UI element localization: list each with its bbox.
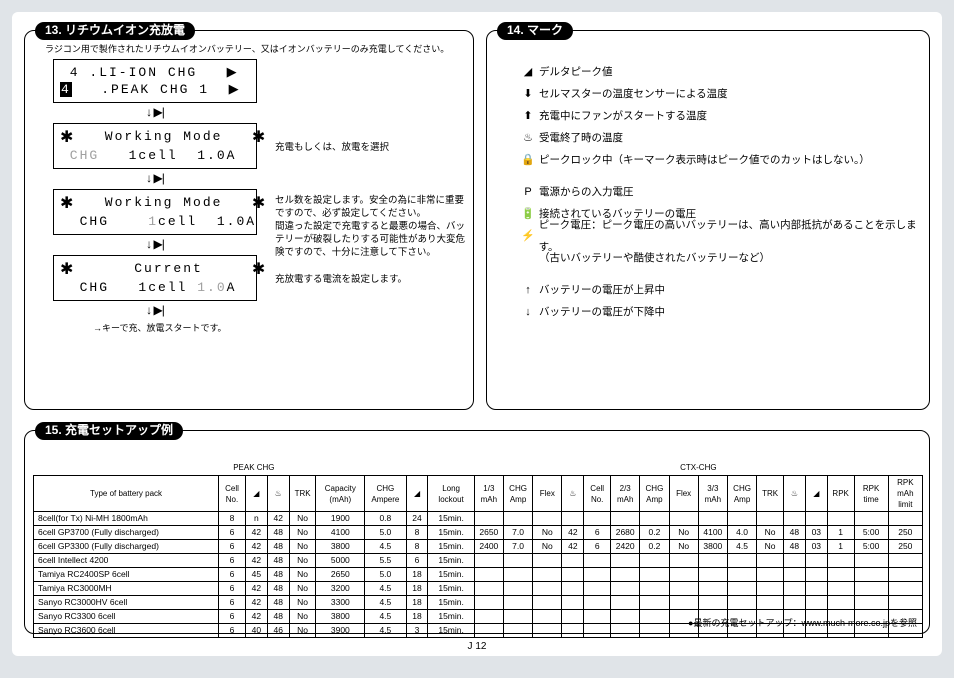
mark-row: ↑バッテリーの電圧が上昇中 [517, 279, 929, 301]
arrow-1: ↓ ▶| [53, 105, 257, 119]
mark-row: P電源からの入力電圧 [517, 181, 929, 203]
note-column: 充電もしくは、放電を選択 セル数を設定します。安全の為に非常に重要ですので、必ず… [275, 59, 465, 294]
table-row: 6cell GP3700 (Fully discharged)64248No41… [34, 526, 923, 540]
table-header: CHGAmpere [365, 476, 406, 512]
mark-icon: ⚡ [517, 225, 539, 247]
page: 13. リチウムイオン充放電 ラジコン用で製作されたリチウムイオンバッテリー、又… [12, 12, 942, 656]
table-row: 6cell Intellect 420064248No50005.5615min… [34, 554, 923, 568]
table-header: ◢ [805, 476, 827, 512]
table-row: 8cell(for Tx) Ni-MH 1800mAh8n42No19000.8… [34, 512, 923, 526]
mark-icon: 🔒 [517, 149, 539, 171]
mark-icon: P [517, 181, 539, 203]
panel-lithium: 13. リチウムイオン充放電 ラジコン用で製作されたリチウムイオンバッテリー、又… [24, 30, 474, 410]
mark-text: 充電中にファンがスタートする温度 [539, 105, 707, 127]
page-number: J 12 [12, 641, 942, 652]
table-row: Tamiya RC2400SP 6cell64548No26505.01815m… [34, 568, 923, 582]
mark-icon: 🔋 [517, 203, 539, 225]
mark-row: ⚡ピーク電圧：ピーク電圧の高いバッテリーは、高い内部抵抗があることを示します。 [517, 225, 929, 247]
lcd-step1: 4 .LI-ION CHG ▶ 4 .PEAK CHG 1 ▶ [53, 59, 257, 103]
mark-row: ♨受電終了時の温度 [517, 127, 929, 149]
table-header: Flex [533, 476, 562, 512]
mark-row: ◢デルタピーク値 [517, 61, 929, 83]
panel13-topnote: ラジコン用で製作されたリチウムイオンバッテリー、又はイオンバッテリーのみ充電して… [45, 42, 449, 55]
table-header: ♨ [562, 476, 584, 512]
mark-text: （古いバッテリーや酷使されたバッテリーなど） [539, 247, 770, 269]
table-header: ♨ [783, 476, 805, 512]
table-header: Capacity(mAh) [316, 476, 365, 512]
mark-row: 🔒ピークロック中（キーマーク表示時はピーク値でのカットはしない。） [517, 149, 929, 171]
flow-column: 4 .LI-ION CHG ▶ 4 .PEAK CHG 1 ▶ ↓ ▶| ✱ W… [53, 59, 257, 334]
arrow-4: ↓ ▶| [53, 303, 257, 317]
panel14-tab: 14. マーク [497, 22, 573, 40]
flow-bottomnote: →キーで充、放電スタートです。 [53, 321, 257, 334]
panel-setup: 15. 充電セットアップ例 PEAK CHGCTX-CHGType of bat… [24, 430, 930, 634]
table-header: CHGAmp [503, 476, 532, 512]
table-header: 2/3mAh [611, 476, 640, 512]
mark-text: バッテリーの電圧が上昇中 [539, 279, 665, 301]
marks-list: ◢デルタピーク値⬇セルマスターの温度センサーによる温度⬆充電中にファンがスタート… [517, 61, 929, 323]
mark-row: ⬆充電中にファンがスタートする温度 [517, 105, 929, 127]
panel15-tab: 15. 充電セットアップ例 [35, 422, 183, 440]
mark-text: ピークロック中（キーマーク表示時はピーク値でのカットはしない。） [539, 149, 870, 171]
mark-icon: ⬇ [517, 83, 539, 105]
table-header: TRK [289, 476, 316, 512]
mark-icon: ↑ [517, 279, 539, 301]
table-header: RPKmAhlimit [888, 476, 922, 512]
setup-table: PEAK CHGCTX-CHGType of battery packCellN… [33, 461, 923, 638]
mark-text: 受電終了時の温度 [539, 127, 623, 149]
mark-icon: ♨ [517, 127, 539, 149]
panel13-tab: 13. リチウムイオン充放電 [35, 22, 195, 40]
table-header: CellNo. [584, 476, 611, 512]
table-header: CHGAmp [727, 476, 756, 512]
table-header: CellNo. [219, 476, 246, 512]
mark-text: デルタピーク値 [539, 61, 613, 83]
mark-row: ⬇セルマスターの温度センサーによる温度 [517, 83, 929, 105]
mark-row: ↓バッテリーの電圧が下降中 [517, 301, 929, 323]
panel-marks: 14. マーク ◢デルタピーク値⬇セルマスターの温度センサーによる温度⬆充電中に… [486, 30, 930, 410]
table-header: Type of battery pack [34, 476, 219, 512]
lcd-step4: ✱ Current ✱ CHG 1cell 1.0A [53, 255, 257, 301]
mark-icon: ⬆ [517, 105, 539, 127]
mark-icon: ↓ [517, 301, 539, 323]
mark-text: 電源からの入力電圧 [539, 181, 634, 203]
mark-icon: ◢ [517, 61, 539, 83]
table-header: TRK [757, 476, 784, 512]
arrow-2: ↓ ▶| [53, 171, 257, 185]
note-3: セル数を設定します。安全の為に非常に重要ですので、必ず設定してください。 間違っ… [275, 194, 465, 259]
table-row: 6cell GP3300 (Fully discharged)64248No38… [34, 540, 923, 554]
table-header: Longlockout [428, 476, 474, 512]
table-header: ♨ [267, 476, 289, 512]
table-header: 1/3mAh [474, 476, 503, 512]
table-header: RPK [827, 476, 854, 512]
setup-footnote: ●最新の充電セットアップ：www.much-more.co.jpを参照 [688, 616, 917, 629]
table-header: RPKtime [854, 476, 888, 512]
table-header: ◢ [406, 476, 428, 512]
arrow-3: ↓ ▶| [53, 237, 257, 251]
table-header: 3/3mAh [698, 476, 727, 512]
table-row: Tamiya RC3000MH64248No32004.51815min. [34, 582, 923, 596]
note-4: 充放電する電流を設定します。 [275, 273, 465, 286]
table-header: Flex [669, 476, 698, 512]
note-2: 充電もしくは、放電を選択 [275, 141, 465, 154]
lcd-step3: ✱ Working Mode ✱ CHG 1cell 1.0A [53, 189, 257, 235]
table-header: ◢ [245, 476, 267, 512]
mark-text: バッテリーの電圧が下降中 [539, 301, 665, 323]
table-header: CHGAmp [640, 476, 669, 512]
table-row: Sanyo RC3000HV 6cell64248No33004.51815mi… [34, 596, 923, 610]
mark-text: セルマスターの温度センサーによる温度 [539, 83, 728, 105]
lcd-step2: ✱ Working Mode ✱ CHG 1cell 1.0A [53, 123, 257, 169]
